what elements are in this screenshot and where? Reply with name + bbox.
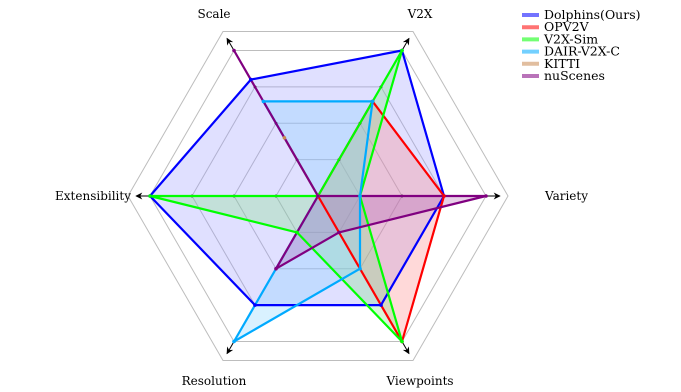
axis-label-v2x: V2X bbox=[407, 7, 433, 21]
legend-label-dair-v2x-c: DAIR-V2X-C bbox=[544, 44, 620, 59]
grid-ring-outer bbox=[127, 31, 509, 361]
series-point-dair-v2x-c bbox=[370, 99, 375, 104]
series-point-dair-v2x-c bbox=[358, 266, 362, 271]
series-point-dolphins-ours bbox=[253, 303, 257, 307]
series-point-nuscenes bbox=[274, 266, 278, 271]
legend-label-v2x-sim: V2X-Sim bbox=[543, 31, 598, 46]
axis-label-scale: Scale bbox=[197, 7, 230, 21]
axis-label-resolution: Resolution bbox=[182, 374, 247, 388]
series-point-dolphins-ours bbox=[379, 303, 383, 307]
legend-label-dolphins-ours: Dolphins(Ours) bbox=[544, 7, 641, 22]
legend-label-nuscenes: nuScenes bbox=[544, 68, 605, 83]
axis-label-extensibility: Extensibility bbox=[55, 189, 131, 203]
series-point-v2x-sim bbox=[148, 194, 152, 198]
legend: Dolphins(Ours)OPV2VV2X-SimDAIR-V2X-CKITT… bbox=[522, 7, 641, 83]
series-point-v2x-sim bbox=[400, 48, 404, 53]
series-point-opv2v bbox=[442, 194, 446, 198]
series-point-dolphins-ours bbox=[249, 77, 253, 82]
series-point-dair-v2x-c bbox=[261, 99, 266, 104]
series-point-nuscenes bbox=[337, 230, 341, 235]
axis-label-viewpoints: Viewpoints bbox=[385, 374, 453, 388]
axis-labels: Scale V2X Variety Viewpoints Resolution Exten… bbox=[55, 7, 588, 388]
series-point-dair-v2x-c bbox=[358, 194, 362, 198]
series-point-v2x-sim bbox=[400, 339, 404, 344]
series-point-nuscenes bbox=[484, 194, 488, 198]
series-point-kitti bbox=[282, 136, 287, 140]
axis-label-variety: Variety bbox=[544, 189, 588, 203]
series-point-nuscenes bbox=[316, 194, 320, 198]
legend-label-opv2v: OPV2V bbox=[544, 19, 590, 34]
legend-label-kitti: KITTI bbox=[544, 56, 580, 71]
series-point-nuscenes bbox=[232, 48, 236, 53]
series-point-v2x-sim bbox=[295, 230, 299, 235]
series-lines bbox=[148, 48, 488, 344]
series-point-dair-v2x-c bbox=[232, 339, 236, 344]
